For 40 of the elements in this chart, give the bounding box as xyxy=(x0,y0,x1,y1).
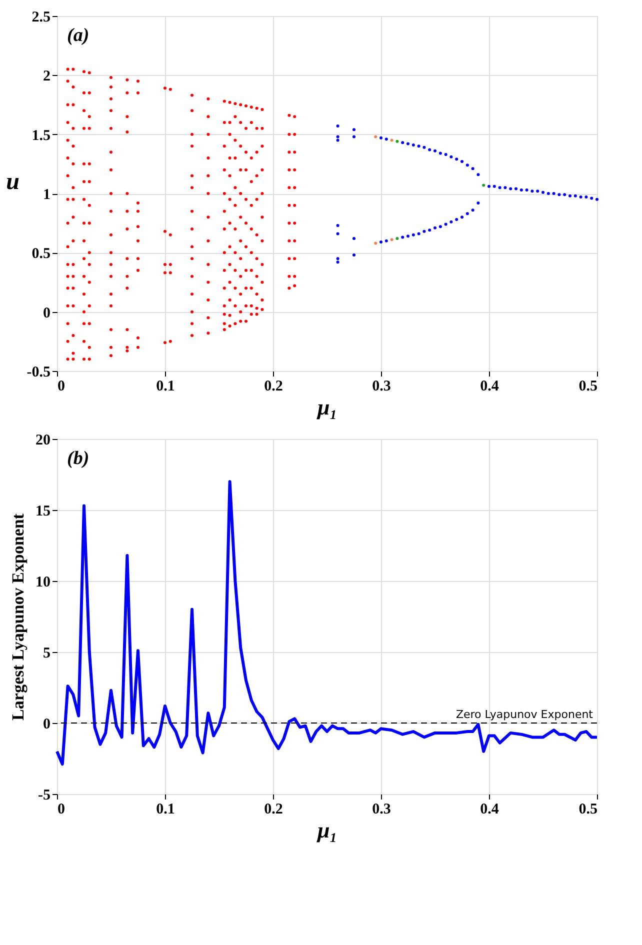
annotation: (a) xyxy=(67,25,90,46)
x-tick-label: 0.3 xyxy=(372,378,391,394)
y-tick-label: 2.5 xyxy=(32,10,50,26)
y-tick-label: 10 xyxy=(36,574,50,590)
y-tick-label: 5 xyxy=(43,646,50,662)
x-tick-label: 0.2 xyxy=(264,378,283,394)
y-tick-label: 2 xyxy=(43,68,50,85)
y-tick-label: 1 xyxy=(43,187,50,203)
point xyxy=(374,242,378,245)
x-tick-label: 0 xyxy=(58,378,65,394)
x-tick-label: 0.4 xyxy=(480,378,500,394)
annotation: (b) xyxy=(67,448,90,469)
ref-line-label: Zero Lyapunov Exponent xyxy=(456,708,594,721)
point xyxy=(396,236,399,240)
x-tick-label: 0.5 xyxy=(578,802,598,818)
x-tick-label: 0.1 xyxy=(156,802,175,818)
y-tick-label: 0 xyxy=(43,305,50,322)
y-axis-title: Largest Lyapunov Exponent xyxy=(8,513,28,720)
x-tick-label: 0.2 xyxy=(264,802,283,818)
x-tick-label: 0.5 xyxy=(578,378,598,394)
point xyxy=(482,184,486,187)
point xyxy=(396,140,399,143)
y-tick-label: 0 xyxy=(43,716,50,732)
y-tick-label: 20 xyxy=(36,432,50,448)
y-tick-label: -5 xyxy=(38,788,50,804)
y-tick-label: -0.5 xyxy=(26,364,50,380)
point xyxy=(374,135,378,138)
y-axis-title: u xyxy=(6,169,20,195)
y-tick-label: 0.5 xyxy=(32,246,50,262)
x-tick-label: 0.4 xyxy=(480,802,500,818)
point xyxy=(390,138,394,142)
line-series xyxy=(56,480,598,766)
y-tick-label: 15 xyxy=(36,504,50,520)
x-tick-label: 0.3 xyxy=(372,802,391,818)
x-axis-title: μ₁ xyxy=(316,394,338,420)
x-tick-label: 0 xyxy=(58,802,65,818)
point xyxy=(390,238,394,242)
y-tick-label: 1.5 xyxy=(32,128,50,144)
x-tick-label: 0.1 xyxy=(156,378,175,394)
x-axis-title: μ₁ xyxy=(316,818,338,842)
